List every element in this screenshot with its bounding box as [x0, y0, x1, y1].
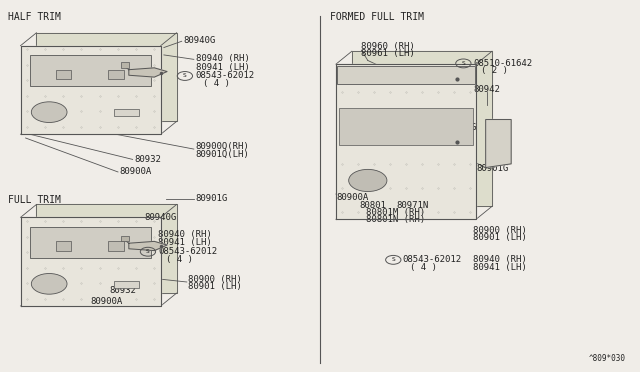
- Polygon shape: [129, 241, 167, 251]
- Text: ( 4 ): ( 4 ): [410, 263, 437, 272]
- Bar: [108, 241, 124, 251]
- Text: 80961 (LH): 80961 (LH): [362, 49, 415, 58]
- Text: FORMED FULL TRIM: FORMED FULL TRIM: [330, 13, 424, 22]
- Bar: [56, 241, 72, 251]
- Circle shape: [31, 102, 67, 122]
- Polygon shape: [36, 205, 177, 293]
- Bar: [337, 66, 475, 84]
- Text: ( 4 ): ( 4 ): [203, 79, 230, 88]
- Polygon shape: [352, 51, 492, 206]
- Polygon shape: [486, 119, 511, 167]
- Text: 80901Q(LH): 80901Q(LH): [196, 150, 250, 159]
- Text: 80940 (RH): 80940 (RH): [157, 230, 211, 239]
- Text: 80900 (RH): 80900 (RH): [188, 275, 242, 283]
- Text: S: S: [146, 249, 150, 254]
- Polygon shape: [129, 68, 167, 77]
- Text: 80971N: 80971N: [396, 201, 429, 210]
- Polygon shape: [20, 46, 161, 134]
- Polygon shape: [20, 217, 161, 306]
- Text: S: S: [461, 61, 465, 66]
- Bar: [114, 109, 140, 116]
- Text: 80900A: 80900A: [119, 167, 152, 176]
- Text: 80901 (LH): 80901 (LH): [188, 282, 242, 291]
- Text: 80940G: 80940G: [183, 36, 215, 45]
- Text: HALF TRIM: HALF TRIM: [8, 13, 61, 22]
- Text: 80900A: 80900A: [336, 193, 368, 202]
- Text: 80940G: 80940G: [444, 123, 477, 132]
- Text: 80901G: 80901G: [476, 164, 508, 173]
- Bar: [121, 62, 129, 68]
- Text: 08543-62012: 08543-62012: [195, 71, 254, 80]
- Text: 80901G: 80901G: [196, 195, 228, 203]
- Bar: [114, 281, 140, 288]
- Text: 80900 (RH): 80900 (RH): [473, 226, 527, 235]
- Text: 80801M (RH): 80801M (RH): [366, 208, 425, 217]
- Text: 80960 (RH): 80960 (RH): [362, 42, 415, 51]
- Text: 80932: 80932: [134, 155, 161, 164]
- Bar: [56, 70, 72, 79]
- Text: ^809*030: ^809*030: [589, 354, 626, 363]
- Bar: [339, 109, 473, 145]
- Text: 80801N (RH): 80801N (RH): [366, 215, 425, 224]
- Text: ( 4 ): ( 4 ): [166, 254, 193, 264]
- Bar: [121, 236, 129, 241]
- Circle shape: [31, 273, 67, 294]
- Text: 80901 (LH): 80901 (LH): [473, 233, 527, 242]
- Text: 80940G: 80940G: [145, 213, 177, 222]
- Text: 80900Q(RH): 80900Q(RH): [196, 142, 250, 151]
- Polygon shape: [336, 64, 476, 219]
- Text: 80940 (RH): 80940 (RH): [473, 255, 527, 264]
- Text: 80941 (LH): 80941 (LH): [196, 62, 250, 72]
- Bar: [30, 227, 151, 258]
- Text: ( 2 ): ( 2 ): [481, 66, 508, 75]
- Bar: [108, 70, 124, 79]
- Text: 80801: 80801: [360, 201, 387, 210]
- Text: S: S: [391, 257, 396, 262]
- Text: 80941 (LH): 80941 (LH): [473, 263, 527, 272]
- Text: 08543-62012: 08543-62012: [403, 255, 462, 264]
- Polygon shape: [36, 33, 177, 121]
- Text: 80941 (LH): 80941 (LH): [157, 238, 211, 247]
- Circle shape: [349, 169, 387, 192]
- Text: 80940 (RH): 80940 (RH): [196, 54, 250, 63]
- Text: 08543-62012: 08543-62012: [158, 247, 217, 256]
- Text: 80900A: 80900A: [91, 297, 123, 306]
- Text: 80932: 80932: [109, 286, 136, 295]
- Text: FULL TRIM: FULL TRIM: [8, 195, 61, 205]
- Text: 08510-61642: 08510-61642: [473, 59, 532, 68]
- Text: S: S: [183, 74, 187, 78]
- Bar: [30, 55, 151, 86]
- Text: 80942: 80942: [473, 85, 500, 94]
